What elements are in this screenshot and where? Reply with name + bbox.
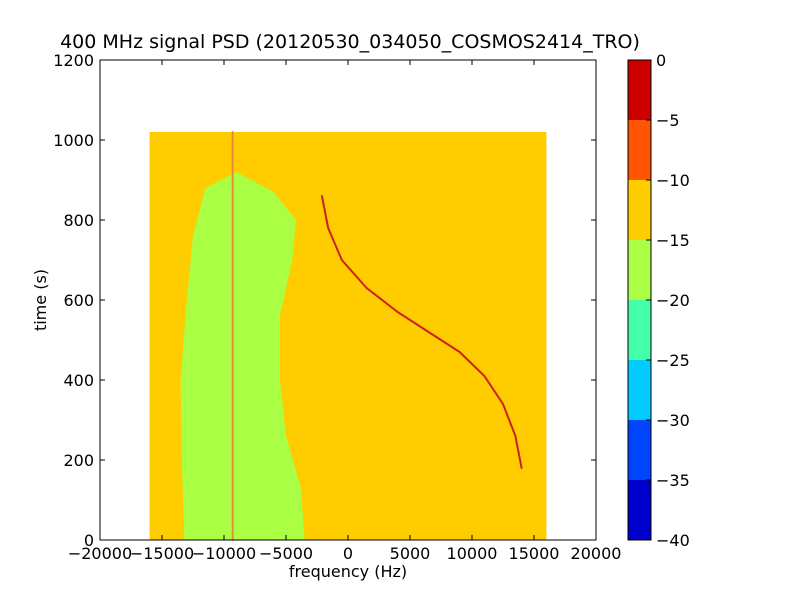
x-axis-title: frequency (Hz) [289,562,407,581]
y-axis-title: time (s) [31,269,50,331]
colorbar-bands [628,60,651,540]
x-tick-label: −20000 [68,544,132,563]
colorbar-tick-label: −15 [656,231,690,250]
colorbar-band [628,420,651,480]
x-tick-label: 10000 [447,544,498,563]
colorbar-tick-label: −10 [656,171,690,190]
y-tick-label: 1000 [53,131,94,150]
plot-area [99,59,597,541]
x-tick-label: −15000 [130,544,194,563]
data-layer [149,131,547,541]
colorbar-tick-label: −5 [656,111,680,130]
colorbar-tick-label: −25 [656,351,690,370]
y-tick-label: 1200 [53,51,94,70]
heatmap-line-satellite-doppler-track [320,195,523,469]
colorbar-tick-label: −35 [656,471,690,490]
chart-title: 400 MHz signal PSD (20120530_034050_COSM… [60,31,640,53]
colorbar-tick-label: −40 [656,531,690,550]
x-tick-label: 0 [343,544,353,563]
colorbar-band [628,240,651,300]
colorbar-band [628,360,651,420]
x-tick-label: −5000 [259,544,313,563]
y-tick-label: 200 [63,451,94,470]
x-tick-label: 5000 [390,544,431,563]
y-tick-label: 800 [63,211,94,230]
colorbar: 0 −5 −10 −15 −20 −25 −30 −35 −40 [627,51,690,550]
y-tick-label: 0 [84,531,94,550]
colorbar-ticks: 0 −5 −10 −15 −20 −25 −30 −35 −40 [646,51,690,550]
colorbar-tick-label: −30 [656,411,690,430]
x-tick-label: 15000 [509,544,560,563]
colorbar-band [628,120,651,180]
heatmap-region-low-power-band [180,172,305,540]
y-axis: 0 200 400 600 800 1000 1200 [53,51,596,550]
colorbar-band [628,300,651,360]
x-tick-label: −10000 [192,544,256,563]
x-tick-label: 20000 [571,544,622,563]
colorbar-band [628,180,651,240]
colorbar-tick-label: 0 [656,51,666,70]
y-tick-label: 600 [63,291,94,310]
colorbar-band [628,60,651,120]
colorbar-band [628,480,651,540]
x-axis: −20000−15000−10000 −5000 0 5000 10000 15000 20… [68,60,622,563]
y-tick-label: 400 [63,371,94,390]
colorbar-tick-label: −20 [656,291,690,310]
